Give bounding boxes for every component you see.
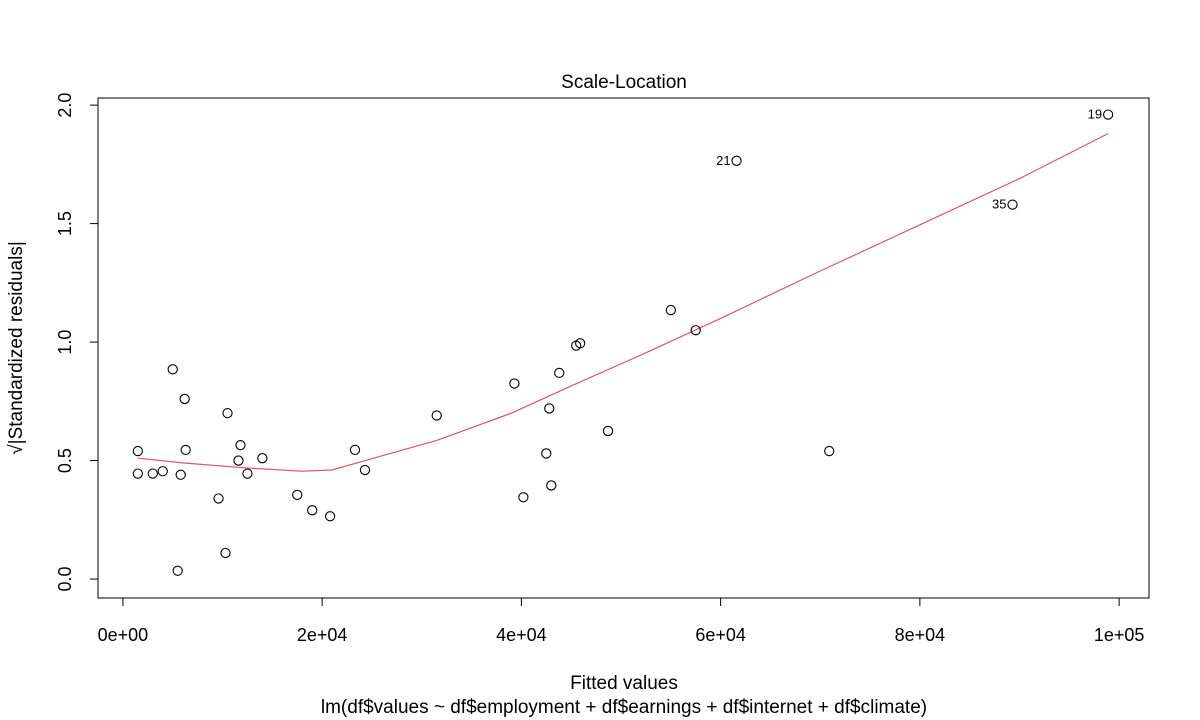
points-layer xyxy=(132,109,1114,576)
data-point xyxy=(132,445,143,457)
x-tick-label: 4e+04 xyxy=(496,625,547,645)
data-point xyxy=(602,425,614,437)
y-tick-label: 0.0 xyxy=(55,567,75,592)
data-point xyxy=(690,325,701,336)
data-point xyxy=(132,468,143,479)
point-labels-layer: 21 35 19 xyxy=(716,107,1102,212)
data-point xyxy=(220,547,231,559)
data-point xyxy=(665,304,676,316)
data-point xyxy=(544,403,555,414)
data-point xyxy=(167,364,178,375)
data-point xyxy=(235,440,246,451)
x-tick-label: 0e+00 xyxy=(98,625,149,645)
point-label: 21 xyxy=(716,153,730,168)
plot-box xyxy=(97,97,1150,599)
data-point xyxy=(233,455,244,466)
point-label: 19 xyxy=(1088,107,1102,122)
y-tick-label: 1.0 xyxy=(55,330,75,355)
data-point xyxy=(242,468,253,479)
data-point xyxy=(575,338,586,349)
chart-title: Scale-Location xyxy=(561,72,687,93)
data-point xyxy=(1007,199,1018,210)
y-axis: 0.0 0.5 1.0 1.5 2.0 xyxy=(55,93,99,592)
data-point xyxy=(175,469,186,480)
point-label: 35 xyxy=(992,197,1006,212)
data-point xyxy=(180,444,191,456)
x-tick-label: 8e+04 xyxy=(895,625,946,645)
data-point xyxy=(731,155,742,166)
y-tick-label: 1.5 xyxy=(55,211,75,236)
smooth-line-layer xyxy=(137,132,1109,472)
data-point xyxy=(292,489,303,501)
data-point xyxy=(222,408,233,419)
data-point xyxy=(257,453,268,464)
x-axis-label: Fitted values xyxy=(570,673,678,694)
data-point xyxy=(546,480,557,491)
data-point xyxy=(431,410,442,421)
x-tick-label: 6e+04 xyxy=(695,625,746,645)
y-tick-label: 2.0 xyxy=(55,93,75,118)
data-point xyxy=(824,445,835,457)
y-tick-label: 0.5 xyxy=(55,448,75,473)
data-point xyxy=(307,505,318,516)
model-formula-label: lm(df$values ~ df$employment + df$earnin… xyxy=(321,697,927,718)
x-tick-label: 2e+04 xyxy=(297,625,348,645)
smooth-trend-line xyxy=(137,132,1109,472)
data-point xyxy=(172,565,183,576)
data-point xyxy=(147,468,158,479)
data-point xyxy=(324,511,336,522)
data-point xyxy=(179,393,190,405)
data-point xyxy=(157,466,168,477)
y-axis-label: √|Standardized residuals| xyxy=(6,241,27,455)
x-axis: 0e+00 2e+04 4e+04 6e+04 8e+04 1e+05 xyxy=(98,597,1145,645)
data-point xyxy=(554,367,565,379)
data-point xyxy=(1103,109,1114,120)
data-point xyxy=(509,378,520,389)
data-point xyxy=(359,464,371,476)
x-tick-label: 1e+05 xyxy=(1094,625,1145,645)
data-point xyxy=(541,448,552,459)
data-point xyxy=(213,493,224,504)
data-point xyxy=(518,492,529,503)
data-point xyxy=(349,444,361,456)
